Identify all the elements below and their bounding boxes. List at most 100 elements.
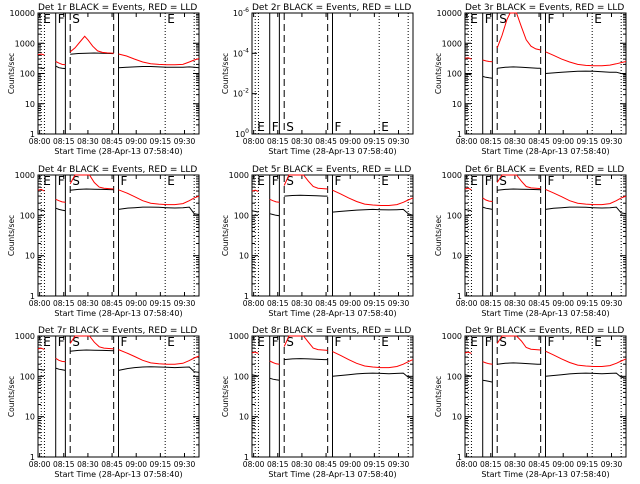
x-tick-label: 09:15 — [150, 299, 172, 308]
series-line-lld — [545, 350, 627, 367]
x-tick-label: 08:30 — [291, 137, 313, 146]
x-axis-label: Start Time (28-Apr-13 07:58:40) — [481, 309, 609, 318]
x-axis-label: Start Time (28-Apr-13 07:58:40) — [481, 147, 609, 156]
event-marker-label: F — [548, 12, 555, 26]
series-line-events — [545, 70, 627, 75]
x-tick-label: 08:45 — [315, 460, 337, 469]
event-marker-label: E — [167, 335, 175, 349]
x-tick-label: 09:15 — [577, 137, 599, 146]
x-axis-label: Start Time (28-Apr-13 07:58:40) — [268, 147, 396, 156]
x-tick-label: 08:15 — [53, 137, 75, 146]
x-tick-label: 09:00 — [339, 137, 361, 146]
panel-title: Det 3r BLACK = Events, RED = LLD — [465, 3, 624, 13]
series-line-lld — [464, 187, 472, 191]
series-line-lld — [251, 189, 259, 192]
series-line-events — [464, 73, 472, 76]
series-line-lld — [482, 197, 493, 202]
y-tick-label: 100 — [234, 211, 249, 220]
series-line-events — [497, 66, 541, 69]
series-line-lld — [55, 61, 66, 66]
x-tick-label: 08:15 — [480, 460, 502, 469]
series-line-lld — [283, 174, 328, 190]
x-tick-label: 08:30 — [77, 460, 99, 469]
series-line-events — [464, 208, 472, 212]
x-tick-label: 09:15 — [577, 460, 599, 469]
y-tick-label: 10 — [452, 100, 462, 109]
event-marker-label: E — [381, 174, 389, 188]
series-line-events — [37, 208, 45, 212]
x-tick-label: 09:00 — [125, 299, 147, 308]
x-tick-label: 09:00 — [339, 460, 361, 469]
x-tick-label: 08:00 — [29, 137, 51, 146]
y-axis-label: Counts/sec — [221, 376, 230, 417]
y-tick-label: 1000 — [229, 332, 249, 341]
event-marker-label: S — [499, 12, 507, 26]
x-axis-label: Start Time (28-Apr-13 07:58:40) — [268, 309, 396, 318]
series-line-events — [118, 66, 200, 69]
event-marker-label: F — [335, 174, 342, 188]
x-tick-label: 08:30 — [77, 299, 99, 308]
series-line-events — [482, 75, 493, 79]
series-line-events — [464, 374, 472, 377]
event-marker-label: E — [167, 174, 175, 188]
event-marker-label: F — [485, 174, 492, 188]
event-marker-label: F — [58, 12, 65, 26]
x-tick-label: 08:15 — [267, 299, 289, 308]
x-axis-label: Start Time (28-Apr-13 07:58:40) — [54, 147, 182, 156]
series-line-events — [545, 372, 627, 379]
x-tick-label: 09:00 — [552, 137, 574, 146]
event-marker-label: F — [272, 335, 279, 349]
event-marker-label: E — [381, 335, 389, 349]
series-line-lld — [332, 189, 414, 206]
event-marker-label: E — [470, 174, 478, 188]
series-line-lld — [464, 57, 472, 60]
y-tick-label: 10 — [25, 100, 35, 109]
y-tick-label: 10 — [25, 413, 35, 422]
x-tick-label: 08:15 — [267, 137, 289, 146]
y-tick-label: 10000 — [437, 9, 462, 18]
y-axis-label: Counts/sec — [221, 53, 230, 94]
event-marker-label: F — [485, 12, 492, 26]
y-tick-label: 10-2 — [233, 88, 249, 99]
y-tick-label: 10 — [452, 413, 462, 422]
series-line-events — [55, 367, 66, 371]
y-tick-label: 1 — [457, 292, 462, 301]
series-line-events — [482, 206, 493, 210]
y-tick-label: 1 — [457, 453, 462, 462]
x-tick-label: 09:30 — [388, 460, 410, 469]
series-line-events — [269, 213, 280, 217]
y-tick-label: 1000 — [15, 171, 35, 180]
event-marker-label: F — [335, 120, 342, 134]
panel-title: Det 1r BLACK = Events, RED = LLD — [38, 3, 197, 13]
x-tick-label: 08:00 — [456, 460, 478, 469]
x-tick-label: 09:30 — [174, 299, 196, 308]
series-line-lld — [545, 188, 627, 206]
y-tick-label: 1 — [30, 453, 35, 462]
x-tick-label: 08:00 — [29, 299, 51, 308]
y-tick-label: 10-6 — [233, 7, 249, 18]
y-tick-label: 100 — [20, 70, 35, 79]
series-line-lld — [482, 361, 493, 365]
x-tick-label: 08:45 — [528, 137, 550, 146]
x-tick-label: 09:30 — [174, 137, 196, 146]
event-marker-label: S — [499, 174, 507, 188]
x-tick-label: 08:45 — [315, 299, 337, 308]
series-line-events — [284, 194, 328, 197]
x-tick-label: 08:30 — [504, 299, 526, 308]
y-tick-label: 10000 — [10, 9, 35, 18]
event-marker-label: F — [58, 174, 65, 188]
y-tick-label: 1000 — [229, 171, 249, 180]
event-marker-label: E — [594, 12, 602, 26]
series-line-events — [497, 188, 541, 191]
series-line-lld — [55, 198, 66, 203]
event-marker-label: F — [121, 174, 128, 188]
x-tick-label: 08:45 — [315, 137, 337, 146]
panel-title: Det 5r BLACK = Events, RED = LLD — [252, 165, 411, 175]
panel-title: Det 2r BLACK = Events, RED = LLD — [252, 3, 411, 13]
